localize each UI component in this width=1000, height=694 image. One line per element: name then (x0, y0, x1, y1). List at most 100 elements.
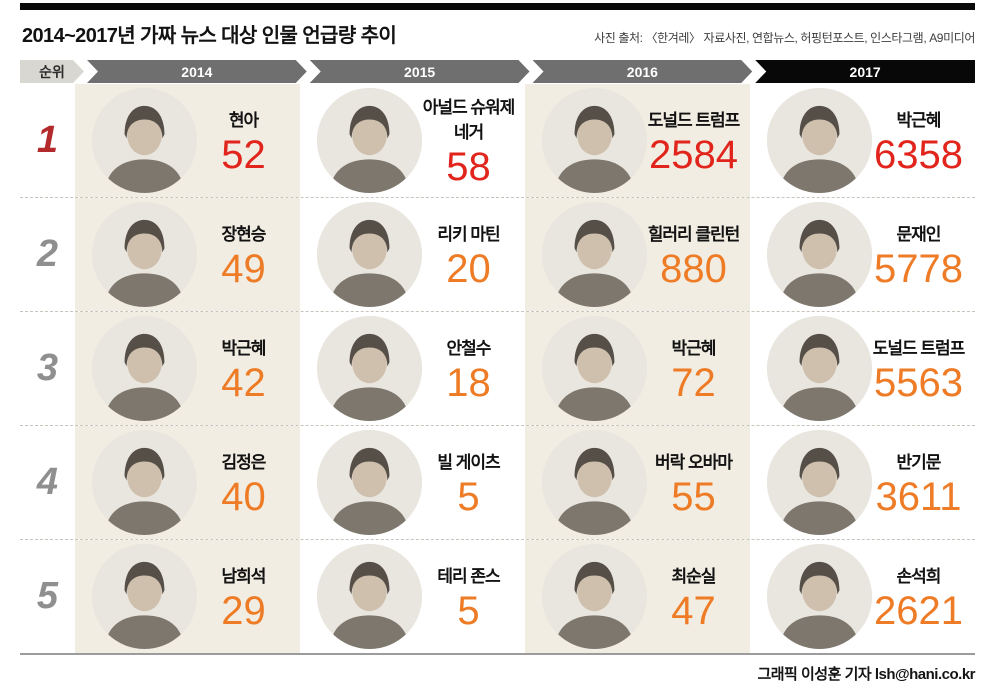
person-cell: 힐러리 클린턴 880 (525, 198, 750, 311)
person-photo (767, 202, 872, 307)
person-silhouette-icon (542, 202, 647, 307)
person-photo (767, 88, 872, 193)
person-photo (542, 88, 647, 193)
person-silhouette-icon (767, 544, 872, 649)
person-photo (767, 316, 872, 421)
person-cell: 빌 게이츠 5 (300, 426, 525, 539)
mention-count: 40 (221, 474, 266, 519)
person-silhouette-icon (542, 430, 647, 535)
person-photo (92, 430, 197, 535)
mention-count: 49 (221, 246, 266, 291)
rank-label: 3 (36, 347, 59, 389)
graphic-credit: 그래픽 이성훈 기자 lsh@hani.co.kr (757, 666, 975, 683)
person-name: 남희석 (221, 566, 267, 586)
person-photo (317, 430, 422, 535)
person-silhouette-icon (317, 430, 422, 535)
person-cell: 김정은 40 (75, 426, 300, 539)
mention-count: 58 (446, 145, 491, 189)
mention-count: 2621 (874, 588, 963, 633)
mention-count: 5778 (874, 246, 963, 291)
year-header-2016: 2016 (533, 60, 753, 83)
person-cell: 박근혜 6358 (750, 84, 975, 197)
person-photo (542, 430, 647, 535)
person-name: 박근혜 (221, 338, 267, 358)
person-name: 김정은 (221, 452, 267, 472)
mention-count: 5 (457, 588, 480, 633)
person-cell: 버락 오바마 55 (525, 426, 750, 539)
person-silhouette-icon (92, 88, 197, 193)
person-cell: 아널드 슈워제네거 58 (300, 84, 525, 197)
mention-count: 6358 (874, 132, 963, 177)
person-silhouette-icon (92, 544, 197, 649)
person-silhouette-icon (317, 88, 422, 193)
person-photo (317, 544, 422, 649)
person-silhouette-icon (317, 202, 422, 307)
person-photo (92, 316, 197, 421)
person-silhouette-icon (542, 316, 647, 421)
person-photo (767, 430, 872, 535)
person-photo (767, 544, 872, 649)
person-silhouette-icon (92, 202, 197, 307)
bottom-divider (20, 653, 975, 655)
person-silhouette-icon (92, 316, 197, 421)
rank-header: 순위 (20, 60, 84, 83)
mention-count: 5 (457, 474, 480, 519)
person-cell: 테리 존스 5 (300, 540, 525, 653)
person-photo (92, 202, 197, 307)
year-header-band: 순위 2014 2015 2016 2017 (20, 60, 975, 83)
person-photo (542, 544, 647, 649)
person-photo (92, 544, 197, 649)
ranking-grid: 1 현아 52 아널드 슈워제네거 58 도널드 트럼프 2584 박근혜 6358 2… (20, 84, 975, 653)
person-name: 장현승 (221, 224, 267, 244)
person-name: 테리 존스 (437, 566, 500, 586)
person-photo (92, 88, 197, 193)
year-header-2015: 2015 (310, 60, 530, 83)
person-name: 박근혜 (896, 110, 942, 130)
person-name: 도널드 트럼프 (872, 338, 966, 358)
person-cell: 반기문 3611 (750, 426, 975, 539)
person-name: 힐러리 클린턴 (647, 224, 741, 244)
person-name: 반기문 (896, 452, 942, 472)
person-cell: 현아 52 (75, 84, 300, 197)
mention-count: 5563 (874, 360, 963, 405)
person-cell: 도널드 트럼프 5563 (750, 312, 975, 425)
rank-label: 4 (36, 461, 59, 503)
person-photo (317, 88, 422, 193)
person-photo (317, 202, 422, 307)
person-silhouette-icon (542, 544, 647, 649)
mention-count: 55 (671, 474, 716, 519)
mention-count: 20 (446, 246, 491, 291)
mention-count: 2584 (649, 132, 738, 177)
table-row: 5 남희석 29 테리 존스 5 최순실 47 손석희 2621 (20, 539, 975, 653)
person-silhouette-icon (767, 202, 872, 307)
person-photo (542, 316, 647, 421)
person-cell: 도널드 트럼프 2584 (525, 84, 750, 197)
person-silhouette-icon (542, 88, 647, 193)
year-header-2017: 2017 (755, 60, 975, 83)
person-silhouette-icon (317, 544, 422, 649)
person-cell: 안철수 18 (300, 312, 525, 425)
person-silhouette-icon (767, 430, 872, 535)
person-cell: 장현승 49 (75, 198, 300, 311)
mention-count: 42 (221, 360, 266, 405)
photo-credit: 사진 출처: 〈한겨레〉 자료사진, 연합뉴스, 허핑턴포스트, 인스타그램, … (594, 31, 975, 45)
person-name: 문재인 (896, 224, 942, 244)
mention-count: 47 (671, 588, 716, 633)
table-row: 1 현아 52 아널드 슈워제네거 58 도널드 트럼프 2584 박근혜 6358 (20, 84, 975, 197)
masthead: 2014~2017년 가짜 뉴스 대상 인물 언급량 추이 사진 출처: 〈한겨… (22, 19, 975, 48)
person-name: 현아 (228, 110, 259, 130)
page-title: 2014~2017년 가짜 뉴스 대상 인물 언급량 추이 (22, 25, 397, 47)
person-cell: 남희석 29 (75, 540, 300, 653)
person-cell: 리키 마틴 20 (300, 198, 525, 311)
person-name: 버락 오바마 (655, 452, 733, 472)
rank-label: 5 (36, 575, 59, 617)
mention-count: 18 (446, 360, 491, 405)
person-cell: 최순실 47 (525, 540, 750, 653)
person-silhouette-icon (767, 88, 872, 193)
person-cell: 문재인 5778 (750, 198, 975, 311)
rank-label: 2 (36, 233, 59, 275)
person-photo (542, 202, 647, 307)
mention-count: 880 (660, 246, 727, 291)
person-silhouette-icon (317, 316, 422, 421)
mention-count: 52 (221, 132, 266, 177)
